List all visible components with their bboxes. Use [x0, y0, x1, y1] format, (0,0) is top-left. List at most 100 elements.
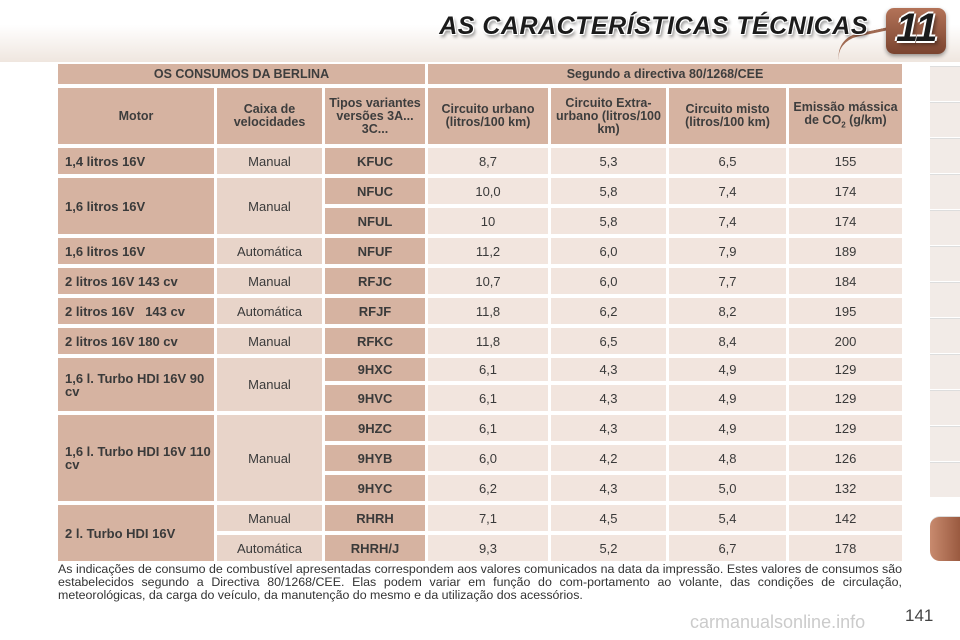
mixed-cell: 4,9: [669, 385, 786, 411]
col-header-urban: Circuito urbano (litros/100 km): [428, 88, 548, 144]
type-cell: NFUL: [325, 208, 425, 234]
col-header-type: Tipos variantes versões 3A... 3C...: [325, 88, 425, 144]
type-cell: 9HYC: [325, 475, 425, 501]
col-header-co2: Emissão mássica de CO2 (g/km): [789, 88, 902, 144]
co2-cell: 155: [789, 148, 902, 174]
type-cell: RFJF: [325, 298, 425, 324]
co2-cell: 195: [789, 298, 902, 324]
motor-cell: 1,4 litros 16V: [58, 148, 214, 174]
page-number: 141: [905, 606, 934, 625]
extra-urban-cell: 5,2: [551, 535, 666, 561]
extra-urban-cell: 4,2: [551, 445, 666, 471]
side-tab-8[interactable]: [930, 318, 960, 353]
urban-cell: 7,1: [428, 505, 548, 531]
side-tab-4[interactable]: [930, 174, 960, 209]
urban-cell: 6,2: [428, 475, 548, 501]
type-cell: 9HZC: [325, 415, 425, 441]
mixed-cell: 7,9: [669, 238, 786, 264]
side-tab-12[interactable]: [930, 462, 960, 497]
group-header-right: Segundo a directiva 80/1268/CEE: [428, 64, 902, 84]
co2-cell: 189: [789, 238, 902, 264]
co2-unit: (g/km): [845, 112, 887, 127]
co2-cell: 142: [789, 505, 902, 531]
col-header-mixed: Circuito misto (litros/100 km): [669, 88, 786, 144]
side-tab-9[interactable]: [930, 354, 960, 389]
extra-urban-cell: 5,8: [551, 178, 666, 204]
co2-cell: 200: [789, 328, 902, 354]
mixed-cell: 6,7: [669, 535, 786, 561]
col-header-gearbox: Caixa de velocidades: [217, 88, 322, 144]
extra-urban-cell: 5,3: [551, 148, 666, 174]
urban-cell: 6,1: [428, 358, 548, 381]
motor-cell: 2 litros 16V 180 cv: [58, 328, 214, 354]
type-cell: 9HYB: [325, 445, 425, 471]
urban-cell: 10,0: [428, 178, 548, 204]
co2-label: Emissão mássica de CO: [793, 99, 898, 127]
motor-cell: 2 litros 16V 143 cv: [58, 268, 214, 294]
mixed-cell: 8,4: [669, 328, 786, 354]
motor-cell: 2 litros 16V 143 cv: [58, 298, 214, 324]
gearbox-cell: Automática: [217, 238, 322, 264]
gearbox-cell: Automática: [217, 298, 322, 324]
urban-cell: 11,8: [428, 298, 548, 324]
side-tab-6[interactable]: [930, 246, 960, 281]
mixed-cell: 8,2: [669, 298, 786, 324]
side-tab-active[interactable]: [930, 516, 960, 561]
side-tab-7[interactable]: [930, 282, 960, 317]
gearbox-cell: Manual: [217, 358, 322, 411]
mixed-cell: 4,8: [669, 445, 786, 471]
co2-cell: 129: [789, 415, 902, 441]
co2-cell: 174: [789, 178, 902, 204]
motor-cell: 1,6 l. Turbo HDI 16V 110 cv: [58, 415, 214, 501]
co2-cell: 132: [789, 475, 902, 501]
side-tab-11[interactable]: [930, 426, 960, 461]
type-cell: RFJC: [325, 268, 425, 294]
co2-cell: 129: [789, 358, 902, 381]
col-header-extra-urban: Circuito Extra-urbano (litros/100 km): [551, 88, 666, 144]
watermark: carmanualsonline.info: [690, 612, 866, 632]
type-cell: NFUC: [325, 178, 425, 204]
side-tab-5[interactable]: [930, 210, 960, 245]
extra-urban-cell: 5,8: [551, 208, 666, 234]
co2-cell: 129: [789, 385, 902, 411]
gearbox-cell: Automática: [217, 535, 322, 561]
mixed-cell: 4,9: [669, 358, 786, 381]
motor-cell: 2 l. Turbo HDI 16V: [58, 505, 214, 561]
co2-cell: 174: [789, 208, 902, 234]
page-title: AS CARACTERÍSTICAS TÉCNICAS: [439, 12, 868, 40]
co2-cell: 126: [789, 445, 902, 471]
col-header-motor: Motor: [58, 88, 214, 144]
co2-cell: 178: [789, 535, 902, 561]
urban-cell: 11,8: [428, 328, 548, 354]
urban-cell: 6,0: [428, 445, 548, 471]
urban-cell: 6,1: [428, 385, 548, 411]
extra-urban-cell: 4,3: [551, 385, 666, 411]
type-cell: RHRH: [325, 505, 425, 531]
urban-cell: 10: [428, 208, 548, 234]
chapter-number: 11: [896, 6, 938, 50]
type-cell: RFKC: [325, 328, 425, 354]
extra-urban-cell: 4,3: [551, 415, 666, 441]
footnote: As indicações de consumo de combustível …: [58, 562, 902, 602]
side-tab-2[interactable]: [930, 102, 960, 137]
header-band: [0, 0, 960, 62]
mixed-cell: 6,5: [669, 148, 786, 174]
type-cell: 9HVC: [325, 385, 425, 411]
side-tab-10[interactable]: [930, 390, 960, 425]
urban-cell: 11,2: [428, 238, 548, 264]
chapter-badge: [886, 8, 946, 54]
group-header-left: OS CONSUMOS DA BERLINA: [58, 64, 425, 84]
gearbox-cell: Manual: [217, 505, 322, 531]
mixed-cell: 5,4: [669, 505, 786, 531]
side-tab-3[interactable]: [930, 138, 960, 173]
extra-urban-cell: 4,3: [551, 358, 666, 381]
co2-subscript: 2: [841, 120, 846, 130]
mixed-cell: 7,7: [669, 268, 786, 294]
motor-cell: 1,6 litros 16V: [58, 178, 214, 234]
type-cell: KFUC: [325, 148, 425, 174]
type-cell: NFUF: [325, 238, 425, 264]
motor-cell: 1,6 litros 16V: [58, 238, 214, 264]
gearbox-cell: Manual: [217, 148, 322, 174]
extra-urban-cell: 6,0: [551, 238, 666, 264]
side-tab-1[interactable]: [930, 66, 960, 101]
